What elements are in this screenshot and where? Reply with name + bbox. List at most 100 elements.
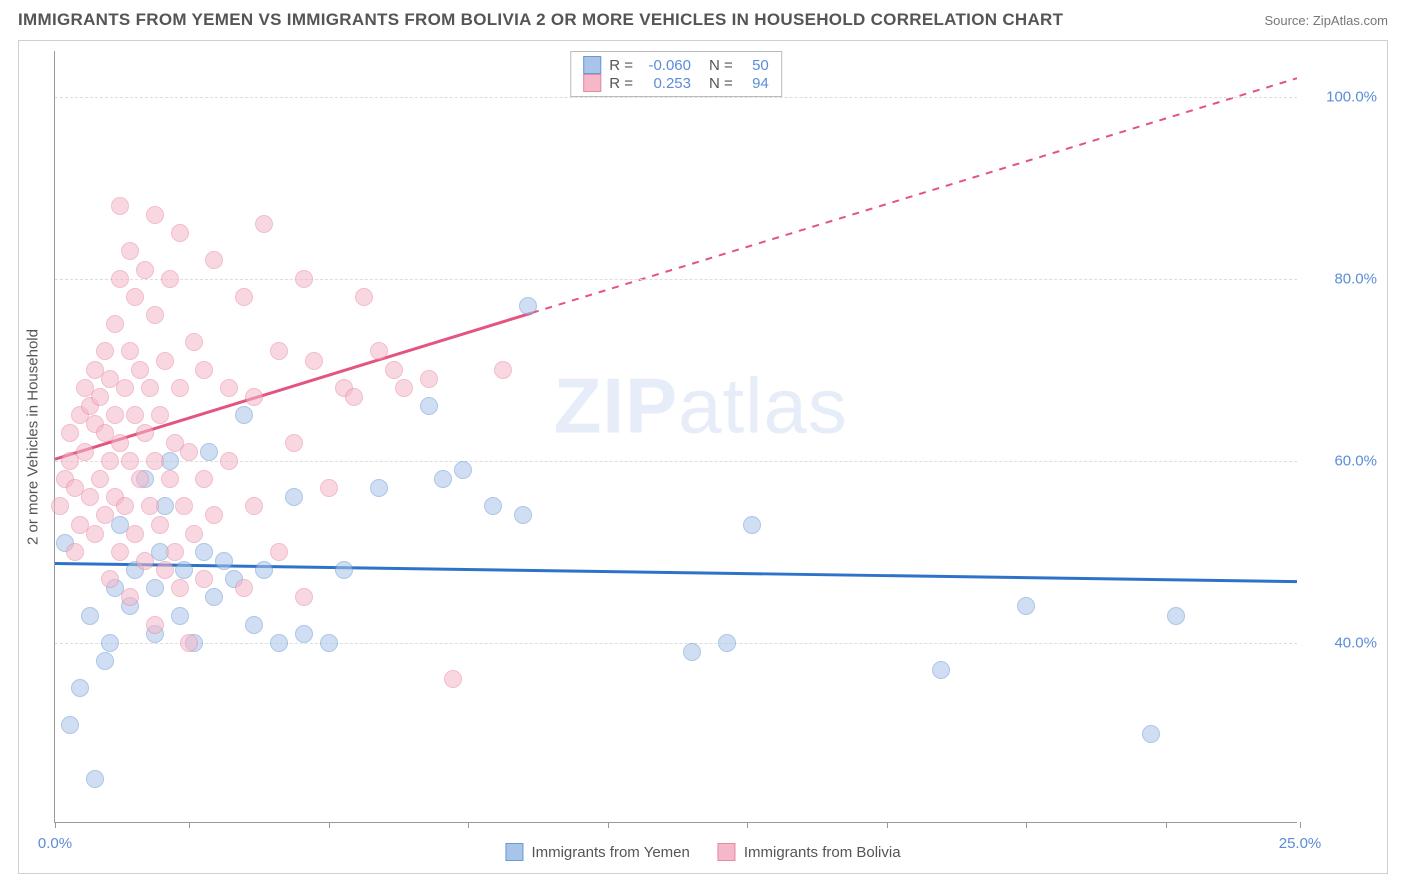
data-point (141, 379, 159, 397)
data-point (180, 634, 198, 652)
x-tick-mark (55, 822, 56, 828)
x-tick-mark (468, 822, 469, 828)
data-point (126, 406, 144, 424)
data-point (420, 370, 438, 388)
data-point (106, 315, 124, 333)
data-point (101, 634, 119, 652)
data-point (205, 251, 223, 269)
data-point (434, 470, 452, 488)
data-point (305, 352, 323, 370)
x-tick-label: 0.0% (38, 835, 72, 852)
legend-label: Immigrants from Bolivia (744, 844, 901, 861)
data-point (166, 543, 184, 561)
gridline (55, 461, 1297, 462)
data-point (220, 379, 238, 397)
chart-container: 2 or more Vehicles in Household ZIPatlas… (18, 40, 1388, 874)
data-point (136, 261, 154, 279)
data-point (245, 616, 263, 634)
source-label: Source: ZipAtlas.com (1264, 13, 1388, 28)
data-point (86, 525, 104, 543)
n-value: 50 (741, 57, 769, 74)
data-point (101, 452, 119, 470)
data-point (71, 679, 89, 697)
data-point (116, 379, 134, 397)
data-point (111, 270, 129, 288)
data-point (161, 470, 179, 488)
data-point (96, 342, 114, 360)
data-point (121, 588, 139, 606)
data-point (1017, 597, 1035, 615)
data-point (1142, 725, 1160, 743)
data-point (151, 406, 169, 424)
data-point (385, 361, 403, 379)
y-tick-label: 100.0% (1307, 88, 1377, 105)
data-point (131, 470, 149, 488)
data-point (61, 424, 79, 442)
n-label: N = (709, 57, 733, 74)
watermark: ZIPatlas (554, 360, 848, 451)
r-value: -0.060 (641, 57, 691, 74)
r-label: R = (609, 57, 633, 74)
data-point (81, 488, 99, 506)
y-tick-label: 60.0% (1307, 452, 1377, 469)
data-point (141, 497, 159, 515)
data-point (195, 361, 213, 379)
trend-lines (55, 51, 1297, 822)
data-point (195, 570, 213, 588)
data-point (156, 352, 174, 370)
data-point (743, 516, 761, 534)
data-point (295, 588, 313, 606)
data-point (146, 579, 164, 597)
data-point (161, 270, 179, 288)
data-point (255, 215, 273, 233)
data-point (185, 525, 203, 543)
stats-legend: R =-0.060N =50R =0.253N =94 (570, 51, 782, 97)
data-point (61, 716, 79, 734)
chart-title: IMMIGRANTS FROM YEMEN VS IMMIGRANTS FROM… (18, 10, 1063, 30)
data-point (395, 379, 413, 397)
data-point (1167, 607, 1185, 625)
data-point (235, 406, 253, 424)
series-swatch (583, 56, 601, 74)
data-point (171, 379, 189, 397)
data-point (454, 461, 472, 479)
data-point (370, 342, 388, 360)
data-point (285, 488, 303, 506)
x-tick-mark (608, 822, 609, 828)
data-point (270, 543, 288, 561)
y-tick-label: 80.0% (1307, 270, 1377, 287)
data-point (91, 388, 109, 406)
data-point (121, 452, 139, 470)
data-point (156, 561, 174, 579)
data-point (355, 288, 373, 306)
data-point (270, 342, 288, 360)
n-label: N = (709, 75, 733, 92)
data-point (255, 561, 273, 579)
x-tick-label: 25.0% (1279, 835, 1322, 852)
data-point (295, 625, 313, 643)
data-point (96, 652, 114, 670)
x-tick-mark (1026, 822, 1027, 828)
legend-label: Immigrants from Yemen (531, 844, 689, 861)
gridline (55, 279, 1297, 280)
n-value: 94 (741, 75, 769, 92)
x-tick-mark (1166, 822, 1167, 828)
y-tick-label: 40.0% (1307, 634, 1377, 651)
data-point (126, 288, 144, 306)
data-point (270, 634, 288, 652)
data-point (370, 479, 388, 497)
data-point (146, 616, 164, 634)
data-point (106, 406, 124, 424)
x-tick-mark (887, 822, 888, 828)
data-point (683, 643, 701, 661)
legend-item: Immigrants from Yemen (505, 843, 689, 861)
data-point (86, 770, 104, 788)
data-point (136, 424, 154, 442)
data-point (111, 197, 129, 215)
series-swatch (583, 74, 601, 92)
data-point (171, 224, 189, 242)
data-point (151, 516, 169, 534)
data-point (220, 452, 238, 470)
gridline (55, 643, 1297, 644)
data-point (171, 579, 189, 597)
